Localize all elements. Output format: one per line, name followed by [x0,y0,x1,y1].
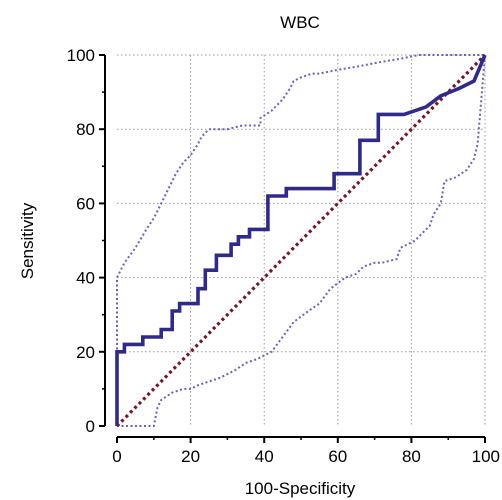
x-tick-label: 60 [328,447,347,466]
tick-labels: 0 20 40 60 80 100 0 20 40 60 80 100 [67,46,500,466]
x-tick-label: 0 [112,447,121,466]
y-tick-label: 60 [76,194,95,213]
chart-title: WBC [280,13,320,32]
x-tick-label: 80 [402,447,421,466]
x-tick-label: 20 [181,447,200,466]
x-tick-label: 100 [472,447,500,466]
y-tick-label: 20 [76,343,95,362]
x-tick-label: 40 [255,447,274,466]
y-axis-label: Sensitivity [18,202,37,279]
x-axis-label: 100-Specificity [245,479,356,498]
y-tick-label: 40 [76,269,95,288]
y-tick-label: 100 [67,46,95,65]
y-tick-label: 80 [76,120,95,139]
y-tick-label: 0 [86,417,95,436]
plot-area [117,55,485,426]
reference-diagonal-line [117,55,485,426]
